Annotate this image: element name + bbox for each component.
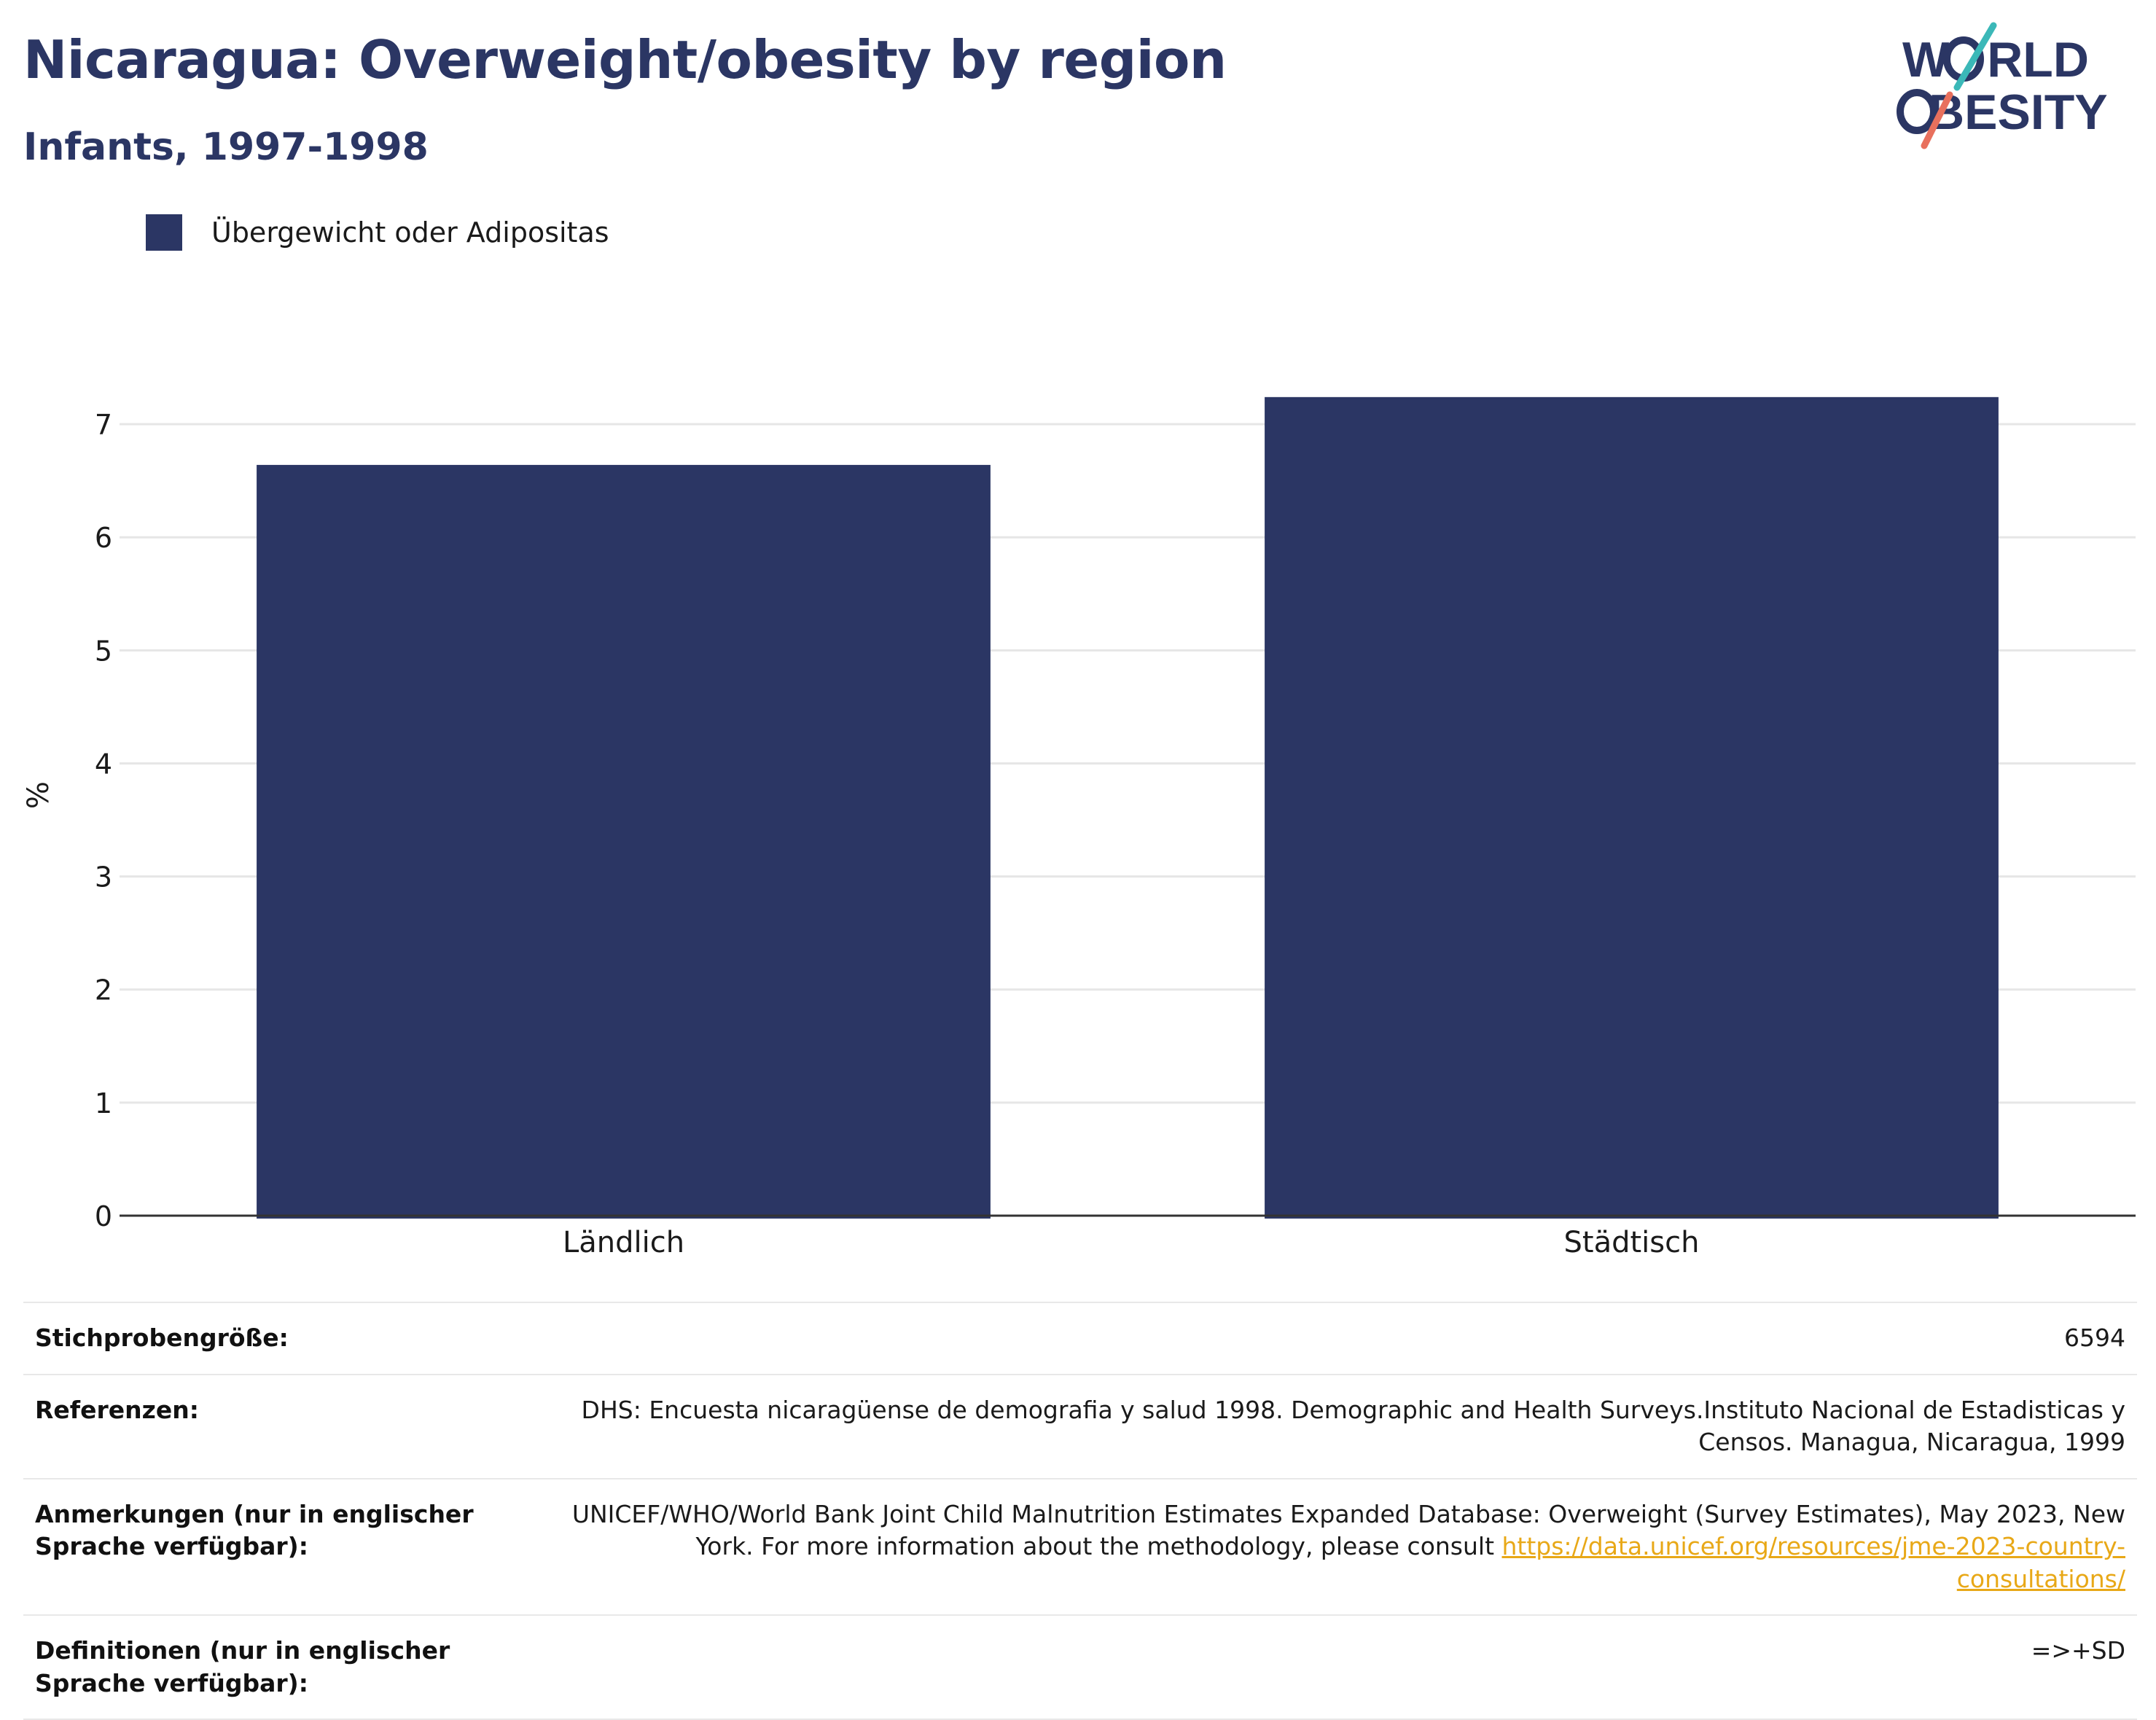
y-tick-label: 1 bbox=[95, 1087, 112, 1119]
info-value: 6594 bbox=[542, 1302, 2137, 1375]
logo-line2: BESITY bbox=[1929, 85, 2108, 140]
chart-legend: Übergewicht oder Adipositas bbox=[146, 214, 609, 251]
bar bbox=[1265, 396, 1999, 1219]
y-tick-label: 3 bbox=[95, 861, 112, 894]
info-key: Anmerkungen (nur in englischer Sprache v… bbox=[23, 1477, 542, 1616]
y-tick-label: 5 bbox=[95, 635, 112, 667]
y-tick-label: 7 bbox=[95, 409, 112, 441]
info-value: UNICEF/WHO/World Bank Joint Child Malnut… bbox=[542, 1477, 2137, 1616]
methodology-link[interactable]: https://data.unicef.org/resources/jme-20… bbox=[1501, 1532, 2126, 1593]
info-key: Stichprobengröße: bbox=[23, 1302, 542, 1375]
y-tick-label: 4 bbox=[95, 748, 112, 780]
info-row: Anmerkungen (nur in englischer Sprache v… bbox=[23, 1477, 2137, 1616]
info-value: =>+SD bbox=[542, 1614, 2137, 1720]
bar-chart: 0 1 2 3 4 5 6 7 Ländlich Städtisch bbox=[95, 396, 2136, 1259]
y-tick-label: 6 bbox=[95, 522, 112, 554]
info-row: Definitionen (nur in englischer Sprache … bbox=[23, 1614, 2137, 1720]
page-subtitle: Infants, 1997-1998 bbox=[23, 125, 429, 169]
info-value: DHS: Encuesta nicaragüense de demografia… bbox=[542, 1373, 2137, 1479]
info-table: Stichprobengröße: 6594 Referenzen: DHS: Enc… bbox=[23, 1302, 2137, 1720]
info-key: Definitionen (nur in englischer Sprache … bbox=[23, 1614, 542, 1720]
logo-line1: W RLD bbox=[1902, 32, 2089, 87]
info-key: Referenzen: bbox=[23, 1373, 542, 1479]
legend-swatch bbox=[146, 214, 182, 251]
legend-label: Übergewicht oder Adipositas bbox=[211, 216, 609, 249]
x-tick-label: Ländlich bbox=[563, 1226, 684, 1259]
y-tick-label: 0 bbox=[95, 1200, 112, 1232]
info-row: Stichprobengröße: 6594 bbox=[23, 1302, 2137, 1375]
page-title: Nicaragua: Overweight/obesity by region bbox=[23, 29, 1227, 90]
x-tick-label: Städtisch bbox=[1564, 1226, 1700, 1259]
info-row: Referenzen: DHS: Encuesta nicaragüense de… bbox=[23, 1373, 2137, 1479]
world-obesity-logo: W RLD BESITY bbox=[1897, 22, 2108, 149]
y-tick-label: 2 bbox=[95, 974, 112, 1006]
bar bbox=[257, 464, 991, 1219]
